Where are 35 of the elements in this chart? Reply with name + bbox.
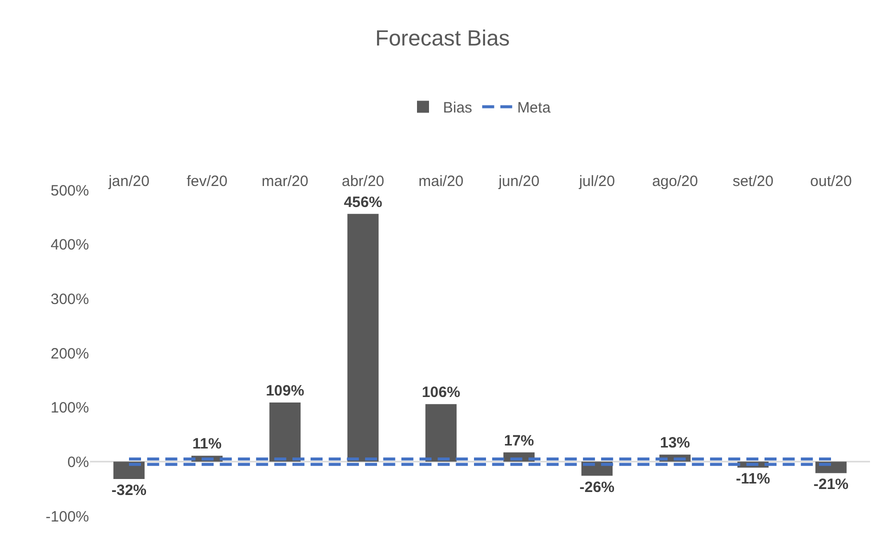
y-tick-label: -100% <box>46 508 89 526</box>
legend-label: Bias <box>443 100 472 117</box>
chart-title: Forecast Bias <box>375 25 510 50</box>
y-tick-label: 400% <box>50 236 89 254</box>
data-label: 13% <box>660 434 690 452</box>
data-label: -26% <box>579 478 615 496</box>
x-tick-label: set/20 <box>732 173 774 190</box>
bar <box>269 402 301 462</box>
data-label: -32% <box>111 482 147 500</box>
x-tick-label: jul/20 <box>578 173 615 190</box>
x-tick-label: jun/20 <box>498 173 540 190</box>
data-label: 106% <box>422 384 460 402</box>
bar <box>425 404 457 462</box>
y-tick-label: 500% <box>50 182 89 200</box>
x-tick-label: ago/20 <box>652 173 698 190</box>
y-tick-label: 200% <box>50 345 89 362</box>
x-tick-label: mai/20 <box>418 173 464 190</box>
y-tick-label: 100% <box>50 400 89 417</box>
data-label: -11% <box>736 470 770 488</box>
x-tick-label: out/20 <box>810 173 852 190</box>
data-label: 17% <box>504 432 534 450</box>
y-tick-label: 300% <box>50 290 89 308</box>
data-label: 109% <box>266 382 304 400</box>
x-tick-label: fev/20 <box>186 173 228 190</box>
data-label: 11% <box>192 436 222 453</box>
legend-label: Meta <box>517 100 552 117</box>
y-tick-label: 0% <box>67 454 89 471</box>
bar <box>815 462 847 474</box>
x-tick-label: jan/20 <box>108 173 150 190</box>
bar <box>347 214 379 462</box>
bar <box>113 462 145 480</box>
data-label: 456% <box>344 194 382 211</box>
data-label: -21% <box>813 476 849 494</box>
x-tick-label: abr/20 <box>342 173 384 190</box>
x-tick-label: mar/20 <box>262 173 308 190</box>
